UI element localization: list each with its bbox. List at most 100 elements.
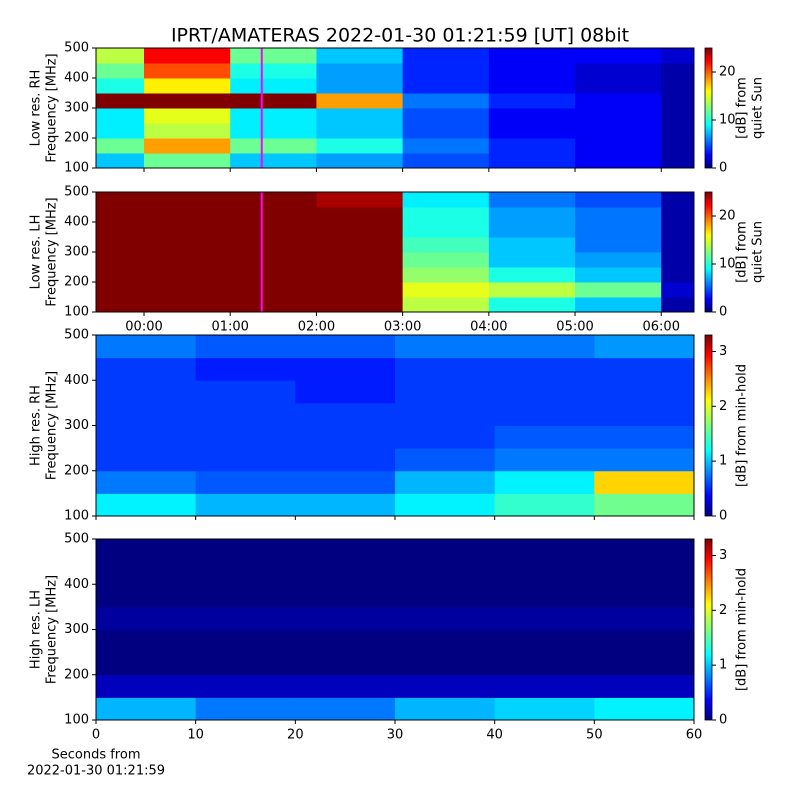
heatmap-cell [488,282,576,298]
heatmap-cell [594,335,695,359]
heatmap-cell [661,108,695,124]
heatmap-cell [594,539,695,563]
heatmap-cell [395,335,496,359]
colorbar-label: quiet Sun [751,221,766,283]
heatmap-cell [488,222,576,238]
heatmap-cell [195,470,296,494]
heatmap-cell [230,153,317,169]
heatmap-cell [316,192,404,208]
heatmap-cell [230,282,317,298]
heatmap-cell [96,493,197,517]
heatmap-cell [144,153,231,169]
heatmap-cell [402,207,490,223]
heatmap-cell [295,380,396,404]
y-tick-label: 100 [64,161,89,176]
heatmap-cell [295,606,396,630]
heatmap-cell [295,448,396,472]
heatmap-cell [594,674,695,698]
heatmap-cell [195,561,296,585]
colorbar-tick-label: 0 [719,509,727,524]
colorbar-label: [dB] from [735,77,750,139]
heatmap-cell [96,425,197,449]
heatmap-cell [402,108,490,124]
heatmap-cell [575,138,662,154]
heatmap-cell [316,78,404,94]
heatmap-cell [96,402,197,426]
colorbar-tick-label: 0 [719,305,727,320]
heatmap-cell [661,192,695,208]
heatmap-cell [594,402,695,426]
heatmap-cell [395,425,496,449]
heatmap-cell [661,48,695,64]
heatmap-cell [96,297,145,313]
heatmap-cell [575,63,662,79]
heatmap-cell [96,561,197,585]
heatmap-cell [96,63,145,79]
y-tick-label: 400 [64,577,89,592]
heatmap-cell [96,584,197,608]
heatmap-cell [575,108,662,124]
y-tick-label: 100 [64,305,89,320]
heatmap-cell [96,267,145,283]
heatmap-cell [494,629,595,653]
heatmap-cell [230,138,317,154]
y-axis-label: High res. LH [29,590,44,669]
x-axis-label: 2022-01-30 01:21:59 [27,764,165,779]
heatmap-cell [575,252,662,268]
heatmap-cell [195,652,296,676]
y-tick-label: 400 [64,215,89,230]
heatmap-cell [488,123,576,139]
heatmap-cell [402,78,490,94]
heatmap-cell [575,282,662,298]
heatmap-cell [295,402,396,426]
heatmap-cell [96,138,145,154]
heatmap-cell [195,448,296,472]
heatmap-cell [230,123,317,139]
colorbar-tick-label: 0 [719,161,727,176]
heatmap-cell [488,93,576,109]
heatmap-cell [195,335,296,359]
heatmap-cell [195,425,296,449]
heatmap-cell [395,357,496,381]
y-tick-label: 200 [64,463,89,478]
heatmap-cell [402,153,490,169]
heatmap-cell [494,652,595,676]
heatmap-cell [594,561,695,585]
heatmap-cell [144,192,231,208]
heatmap-cell [316,108,404,124]
colorbar-label: [dB] from [735,221,750,283]
heatmap-cell [395,652,496,676]
heatmap-cell [96,123,145,139]
heatmap-cell [144,123,231,139]
x-tick-label: 06:00 [643,320,680,335]
heatmap-cell [96,539,197,563]
x-tick-label: 02:00 [298,320,335,335]
heatmap-cell [494,561,595,585]
heatmap-cell [494,697,595,721]
colorbar-tick-label: 20 [719,209,736,224]
y-tick-label: 200 [64,275,89,290]
heatmap-cell [96,606,197,630]
heatmap-cell [494,674,595,698]
heatmap-cell [395,448,496,472]
heatmap-cell [195,539,296,563]
heatmap-cell [316,297,404,313]
heatmap-cell [575,78,662,94]
heatmap-cell [230,297,317,313]
heatmap-cell [494,402,595,426]
heatmap-cell [494,606,595,630]
colorbar [704,538,713,721]
heatmap-cell [488,138,576,154]
heatmap-cell [295,493,396,517]
heatmap-cell [395,606,496,630]
heatmap-cell [661,123,695,139]
heatmap-cell [661,63,695,79]
heatmap-cell [594,425,695,449]
heatmap-cell [144,78,231,94]
heatmap-cell [316,63,404,79]
heatmap-cell [144,222,231,238]
heatmap-cell [195,606,296,630]
colorbar [704,334,713,517]
heatmap-cell [395,539,496,563]
